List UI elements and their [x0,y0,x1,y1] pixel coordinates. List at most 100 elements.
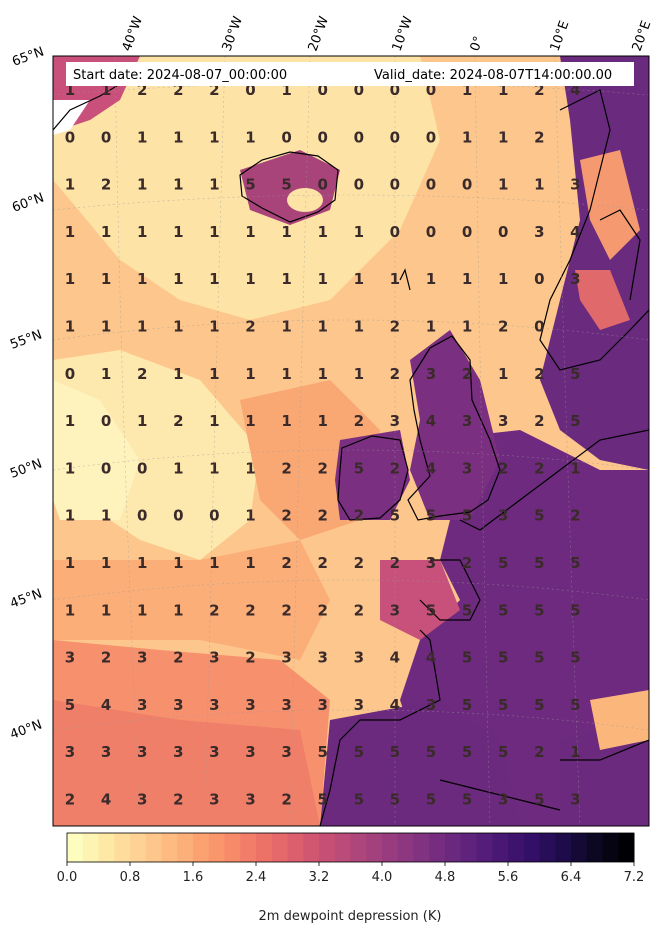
grid-value: 1 [209,128,219,146]
grid-value: 3 [209,791,219,809]
lon-label: 10°W [390,14,416,53]
grid-value: 2 [173,791,183,809]
grid-value: 1 [65,81,75,99]
grid-value: 0 [137,507,147,525]
grid-value: 1 [137,412,147,430]
grid-value: 2 [354,554,364,572]
grid-value: 5 [570,412,580,430]
grid-value: 0 [498,223,508,241]
grid-value: 1 [137,128,147,146]
grid-value: 0 [101,459,111,477]
grid-value: 4 [570,81,580,99]
grid-value: 1 [209,270,219,288]
grid-value: 1 [173,176,183,194]
grid-value: 1 [173,459,183,477]
colorbar-bin [350,833,367,862]
grid-value: 3 [101,743,111,761]
grid-value: 1 [209,223,219,241]
colorbar-bin [445,833,462,862]
grid-value: 1 [245,270,255,288]
grid-value: 3 [498,412,508,430]
colorbar-bin [366,833,383,862]
grid-value: 2 [281,507,291,525]
lon-label: 20°E [630,19,655,54]
grid-value: 3 [245,743,255,761]
grid-value: 2 [245,601,255,619]
grid-value: 5 [390,743,400,761]
colorbar-tick-label: 0.8 [120,870,141,885]
grid-value: 5 [390,791,400,809]
grid-value: 1 [390,270,400,288]
valid-date-label: Valid_date: 2024-08-07T14:00:00.00 [374,68,612,83]
colorbar-ticks: 0.0 0.8 1.6 2.4 3.2 4.0 4.8 5.6 6.4 7.2 [57,862,644,885]
grid-value: 5 [462,649,472,667]
grid-value: 5 [534,507,544,525]
grid-value: 3 [462,459,472,477]
lat-label: 65°N [10,44,46,69]
colorbar-bin [82,833,99,862]
grid-value: 5 [317,743,327,761]
grid-value: 1 [245,223,255,241]
colorbar-bin [508,833,525,862]
colorbar-bin [319,833,336,862]
grid-value: 3 [390,412,400,430]
colorbar-bin [602,833,619,862]
colorbar-bin [177,833,194,862]
grid-value: 2 [534,743,544,761]
grid-value: 1 [173,270,183,288]
grid-value: 1 [281,318,291,336]
grid-value: 3 [570,176,580,194]
grid-value: 1 [281,270,291,288]
grid-value: 2 [317,459,327,477]
grid-value: 1 [317,318,327,336]
grid-value: 1 [498,270,508,288]
grid-value: 1 [245,554,255,572]
grid-value: 5 [426,791,436,809]
grid-value: 1 [101,507,111,525]
grid-value: 2 [534,412,544,430]
grid-value: 0 [317,128,327,146]
colorbar-bin [98,833,115,862]
grid-value: 3 [209,649,219,667]
grid-value: 1 [426,318,436,336]
grid-value: 5 [462,791,472,809]
colorbar-bin [413,833,430,862]
colorbar-title: 2m dewpoint depression (K) [259,909,442,924]
grid-value: 0 [354,176,364,194]
grid-value: 5 [498,554,508,572]
lon-label: 0° [468,34,487,53]
grid-value: 1 [137,270,147,288]
grid-value: 1 [173,365,183,383]
grid-value: 5 [570,649,580,667]
colorbar: 0.0 0.8 1.6 2.4 3.2 4.0 4.8 5.6 6.4 7.2 2m dewpoi… [57,832,644,924]
colorbar-tick-label: 1.6 [183,870,204,885]
grid-value: 4 [426,459,436,477]
grid-value: 2 [209,601,219,619]
grid-value: 0 [354,81,364,99]
grid-value: 1 [498,128,508,146]
grid-value: 3 [498,507,508,525]
grid-value: 5 [534,649,544,667]
grid-value: 2 [390,318,400,336]
grid-value: 2 [354,507,364,525]
grid-value: 1 [101,601,111,619]
colorbar-tick-label: 0.0 [57,870,78,885]
grid-value: 1 [65,412,75,430]
grid-value: 5 [462,507,472,525]
grid-value: 4 [390,649,400,667]
grid-value: 1 [65,223,75,241]
colorbar-bin [67,833,84,862]
grid-value: 3 [281,743,291,761]
grid-value: 1 [137,554,147,572]
grid-value: 0 [534,270,544,288]
colorbar-tick-label: 6.4 [561,870,582,885]
grid-value: 3 [173,743,183,761]
grid-value: 0 [173,507,183,525]
grid-value: 2 [101,649,111,667]
colorbar-bin [271,833,288,862]
grid-value: 1 [101,223,111,241]
grid-value: 1 [101,270,111,288]
grid-value: 2 [281,459,291,477]
grid-value: 1 [281,412,291,430]
colorbar-bin [476,833,493,862]
